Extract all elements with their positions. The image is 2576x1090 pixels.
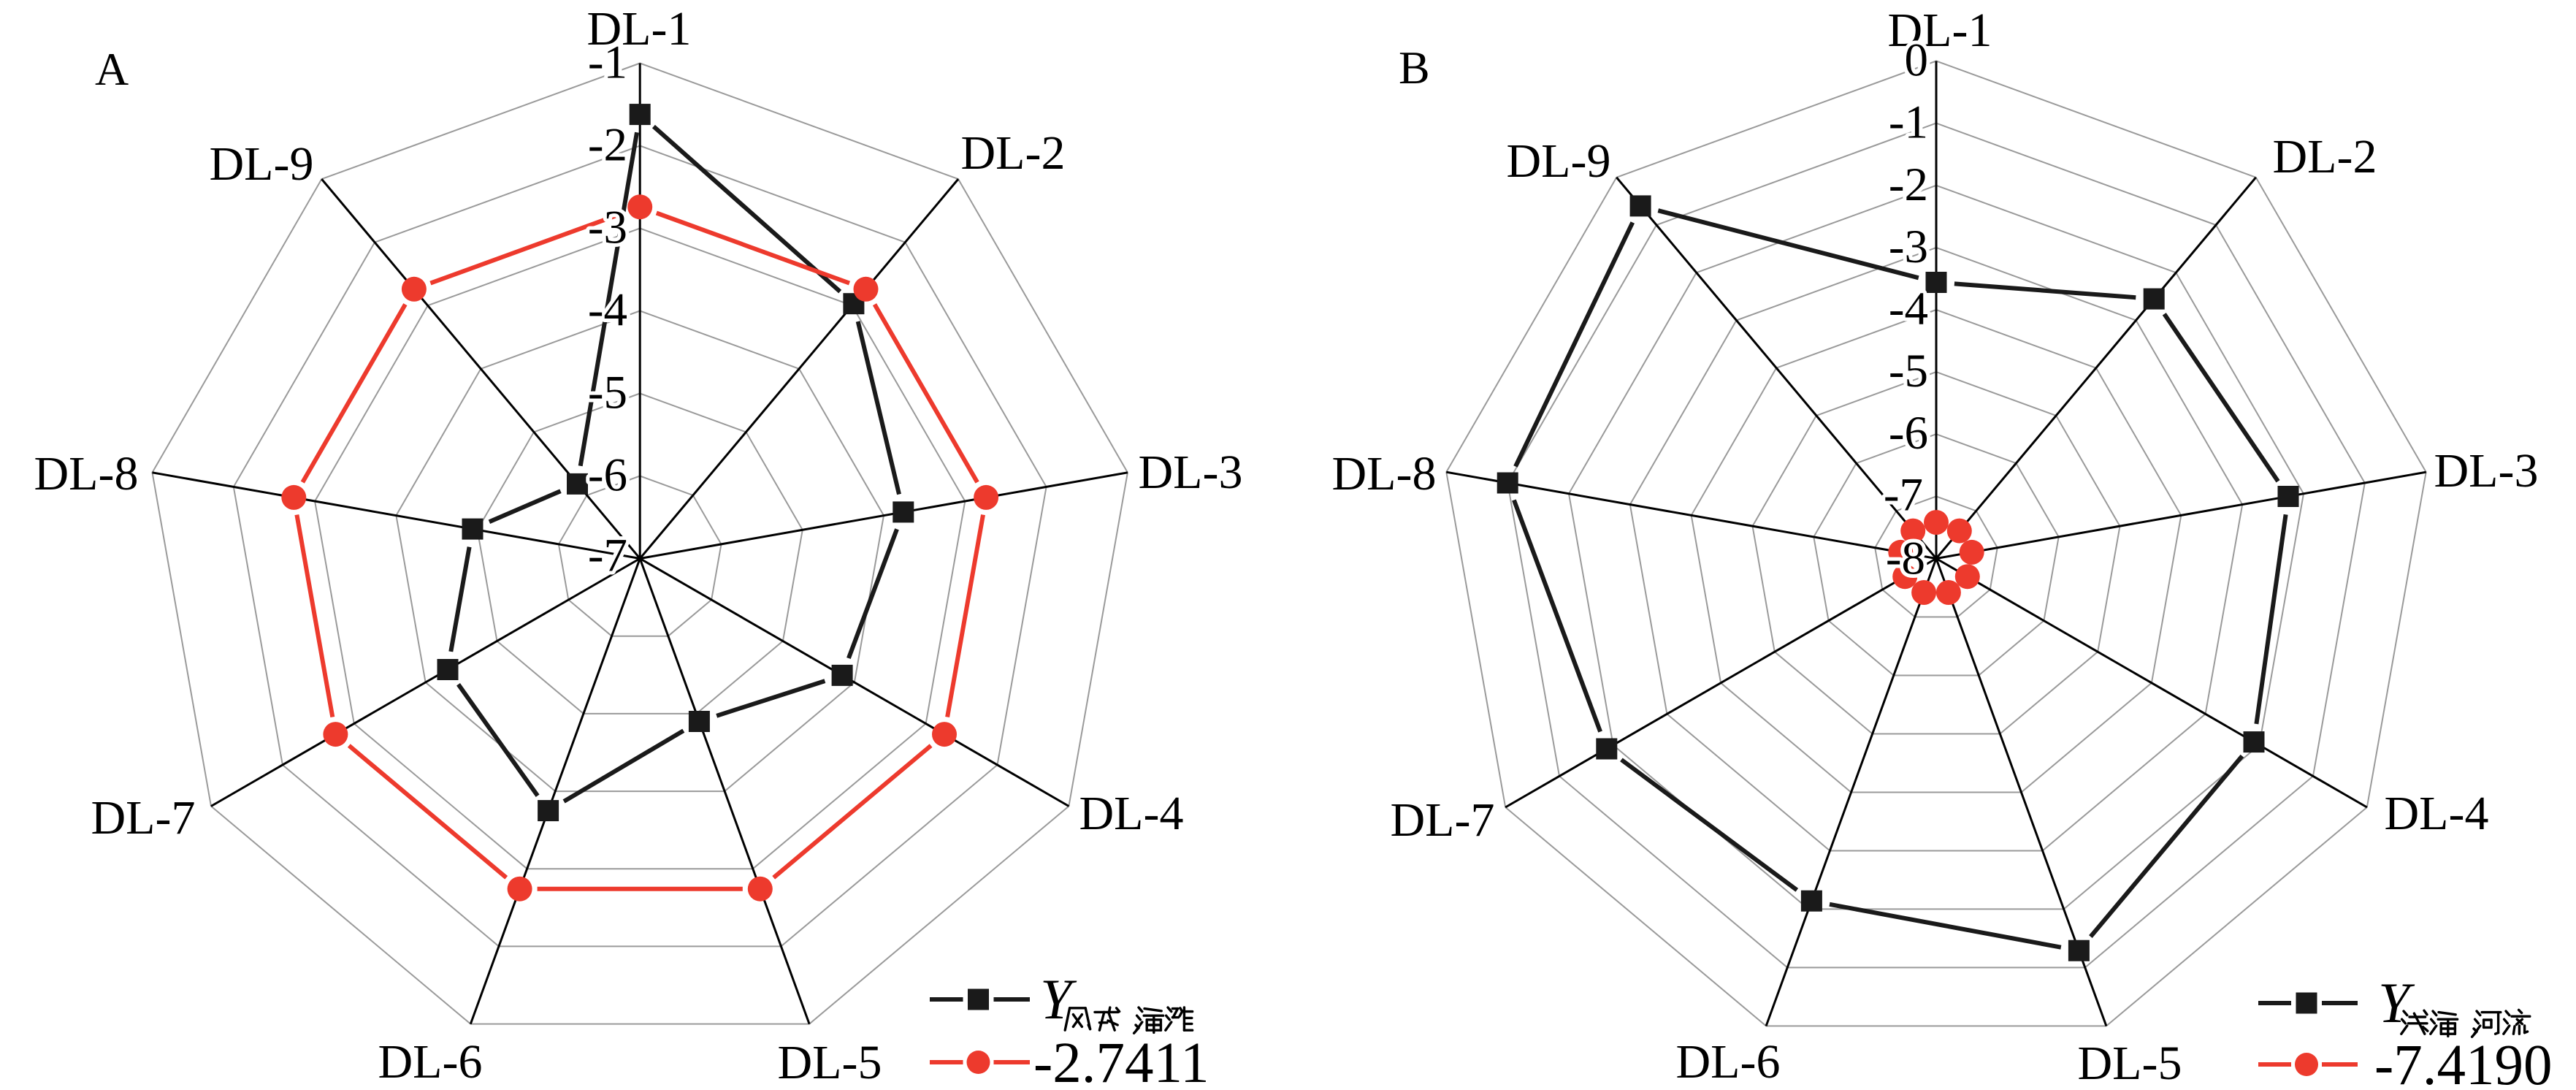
svg-text:Y: Y	[1040, 967, 1077, 1031]
svg-text:-5: -5	[1889, 345, 1928, 397]
svg-text:-2.7411: -2.7411	[1033, 1032, 1209, 1090]
svg-text:-3: -3	[1889, 221, 1928, 273]
svg-text:-7.4190: -7.4190	[2374, 1034, 2553, 1090]
svg-text:DL-3: DL-3	[2434, 444, 2539, 498]
svg-text:DL-9: DL-9	[1507, 134, 1611, 188]
svg-text:A: A	[95, 43, 129, 95]
svg-text:-6: -6	[588, 449, 627, 502]
svg-text:DL-3: DL-3	[1139, 446, 1243, 499]
svg-text:-4: -4	[1889, 283, 1928, 335]
svg-text:B: B	[1399, 42, 1430, 94]
svg-text:-5: -5	[588, 367, 627, 419]
svg-text:-7: -7	[1884, 468, 1923, 521]
svg-text:-7: -7	[588, 530, 627, 582]
svg-text:DL-5: DL-5	[2078, 1037, 2182, 1090]
svg-text:DL-6: DL-6	[378, 1035, 483, 1089]
svg-text:DL-6: DL-6	[1676, 1035, 1781, 1089]
svg-text:Y: Y	[2378, 971, 2415, 1034]
svg-text:-6: -6	[1889, 407, 1928, 460]
svg-text:0: 0	[1905, 34, 1929, 87]
svg-text:DL-1: DL-1	[587, 2, 692, 56]
svg-text:DL-5: DL-5	[778, 1036, 882, 1089]
svg-text:DL-8: DL-8	[34, 447, 139, 500]
svg-text:-1: -1	[588, 37, 627, 89]
svg-text:DL-7: DL-7	[91, 791, 196, 845]
svg-text:DL-9: DL-9	[210, 137, 314, 191]
svg-text:DL-7: DL-7	[1391, 793, 1495, 847]
svg-text:DL-1: DL-1	[1888, 4, 1992, 57]
svg-text:-2: -2	[588, 119, 627, 172]
svg-text:-3: -3	[588, 202, 627, 254]
svg-text:DL-4: DL-4	[1079, 787, 1184, 840]
svg-text:-1: -1	[1889, 96, 1928, 149]
svg-text:-8: -8	[1886, 533, 1925, 585]
svg-text:DL-4: DL-4	[2385, 787, 2489, 840]
svg-text:DL-2: DL-2	[2273, 130, 2377, 183]
svg-text:-4: -4	[588, 284, 627, 337]
svg-text:-2: -2	[1889, 159, 1928, 211]
svg-text:DL-8: DL-8	[1332, 447, 1437, 500]
svg-text:DL-2: DL-2	[961, 126, 1066, 180]
